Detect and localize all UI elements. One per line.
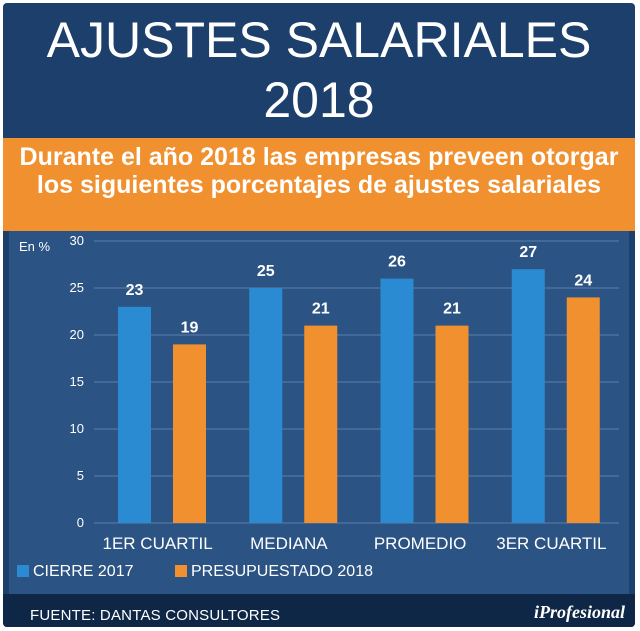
data-label: 19 [181,319,199,336]
data-label: 27 [519,244,537,261]
y-tick-label: 15 [70,374,84,389]
data-label: 25 [257,263,275,280]
x-tick-label: PROMEDIO [374,534,467,553]
data-label: 21 [443,301,461,318]
bar-cierre-2017 [249,288,283,523]
y-tick-label: 10 [70,421,84,436]
data-label: 24 [574,272,592,289]
bar-presupuestado-2018 [566,297,600,523]
x-tick-label: 3ER CUARTIL [496,534,606,553]
y-tick-label: 25 [70,280,84,295]
legend-swatch [175,565,187,577]
y-tick-label: 5 [77,468,84,483]
legend-label: PRESUPUESTADO 2018 [191,563,373,580]
x-tick-label: MEDIANA [250,534,328,553]
y-tick-label: 20 [70,327,84,342]
bar-cierre-2017 [118,306,151,523]
page-title: AJUSTES SALARIALES 2018 [3,7,635,125]
legend-label: CIERRE 2017 [33,563,134,580]
footer: FUENTE: DANTAS CONSULTORES iProfesional [3,594,635,627]
bar-presupuestado-2018 [304,325,338,523]
legend-swatch [17,565,29,577]
y-unit-label: En % [19,239,51,254]
bar-presupuestado-2018 [173,344,206,523]
data-label: 23 [126,282,144,299]
data-label: 26 [388,254,406,271]
chart-panel: En % 0 5 10 15 20 25 30 23 19 1ER CUARTIL 25 21 MEDIA… [9,231,629,594]
subtitle: Durante el año 2018 las empresas preveen… [19,143,619,199]
bar-cierre-2017 [380,278,414,523]
bar-presupuestado-2018 [435,325,469,523]
data-label: 21 [312,301,330,318]
title-line-2: 2018 [263,72,375,128]
bar-chart: En % 0 5 10 15 20 25 30 23 19 1ER CUARTIL 25 21 MEDIA… [17,233,619,580]
y-tick-label: 0 [77,515,84,530]
infographic-frame: AJUSTES SALARIALES 2018 Durante el año 2… [3,3,635,627]
bar-cierre-2017 [511,269,545,523]
title-line-1: AJUSTES SALARIALES [46,12,592,68]
source-text: FUENTE: DANTAS CONSULTORES [30,607,281,624]
brand-logo: iProfesional [533,602,625,622]
subtitle-band: Durante el año 2018 las empresas preveen… [3,138,635,231]
x-tick-label: 1ER CUARTIL [103,534,213,553]
y-tick-label: 30 [70,233,84,248]
